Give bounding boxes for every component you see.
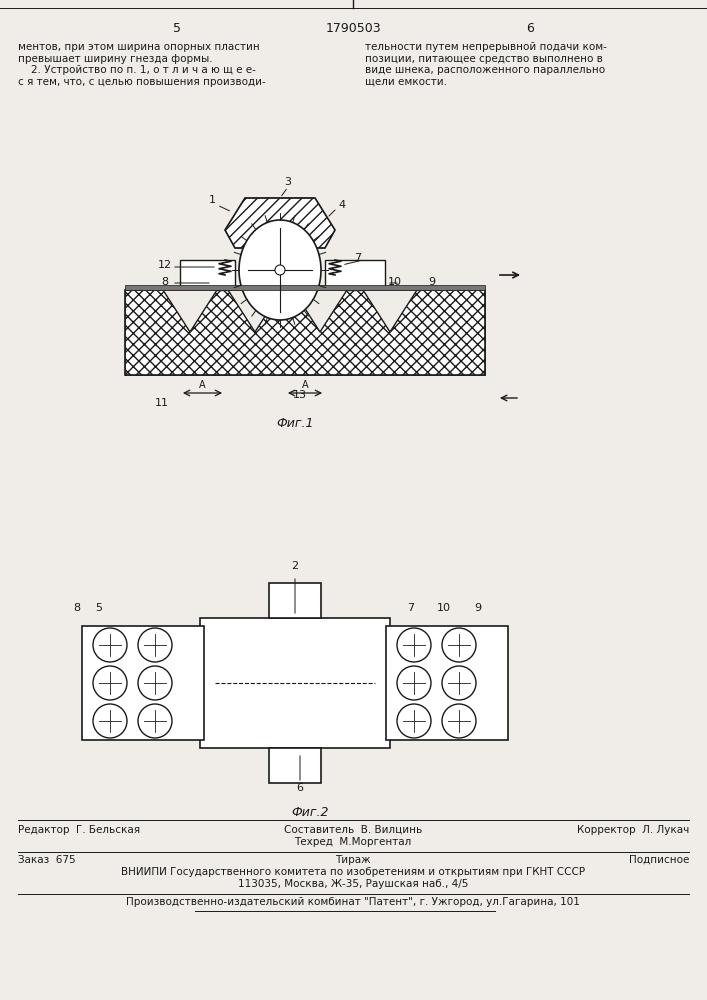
Circle shape — [442, 666, 476, 700]
Circle shape — [138, 704, 172, 738]
Text: 9: 9 — [474, 603, 481, 613]
Text: 1790503: 1790503 — [325, 22, 381, 35]
Circle shape — [397, 628, 431, 662]
Text: Составитель  В. Вилцинь: Составитель В. Вилцинь — [284, 825, 422, 835]
Bar — [269, 748, 321, 783]
Circle shape — [138, 666, 172, 700]
Ellipse shape — [239, 220, 321, 320]
Text: 2: 2 — [291, 561, 298, 571]
Text: 6: 6 — [296, 783, 303, 793]
Text: 8: 8 — [74, 603, 81, 613]
Bar — [386, 626, 508, 740]
Text: 3: 3 — [284, 177, 291, 187]
Polygon shape — [228, 290, 282, 332]
Text: 113035, Москва, Ж-35, Раушская наб., 4/5: 113035, Москва, Ж-35, Раушская наб., 4/5 — [238, 879, 468, 889]
Bar — [82, 626, 204, 740]
Bar — [269, 583, 321, 618]
Circle shape — [93, 704, 127, 738]
Text: Подписное: Подписное — [629, 855, 689, 865]
Circle shape — [138, 628, 172, 662]
Text: ВНИИПИ Государственного комитета по изобретениям и открытиям при ГКНТ СССР: ВНИИПИ Государственного комитета по изоб… — [121, 867, 585, 877]
Text: 10: 10 — [437, 603, 451, 613]
Text: ментов, при этом ширина опорных пластин
превышает ширину гнезда формы.
    2. Ус: ментов, при этом ширина опорных пластин … — [18, 42, 266, 87]
Text: 4: 4 — [339, 200, 346, 210]
Circle shape — [397, 704, 431, 738]
Text: тельности путем непрерывной подачи ком-
позиции, питающее средство выполнено в
в: тельности путем непрерывной подачи ком- … — [365, 42, 607, 87]
Text: Корректор  Л. Лукач: Корректор Л. Лукач — [577, 825, 689, 835]
Text: 10: 10 — [388, 277, 402, 287]
Circle shape — [93, 628, 127, 662]
Polygon shape — [225, 198, 335, 248]
Text: Производственно-издательский комбинат "Патент", г. Ужгород, ул.Гагарина, 101: Производственно-издательский комбинат "П… — [126, 897, 580, 907]
Circle shape — [442, 704, 476, 738]
Circle shape — [442, 628, 476, 662]
Text: 7: 7 — [407, 603, 414, 613]
Polygon shape — [363, 290, 417, 332]
Text: 5: 5 — [173, 22, 181, 35]
Circle shape — [275, 265, 285, 275]
Polygon shape — [293, 290, 347, 332]
Text: 13: 13 — [293, 390, 307, 400]
Text: А: А — [302, 380, 308, 390]
Text: 11: 11 — [155, 398, 169, 408]
Polygon shape — [163, 290, 217, 332]
Text: 1: 1 — [209, 195, 216, 205]
Text: 6: 6 — [526, 22, 534, 35]
Text: Техред  М.Моргентал: Техред М.Моргентал — [294, 837, 411, 847]
Text: 8: 8 — [161, 277, 168, 287]
Text: Фиг.2: Фиг.2 — [291, 806, 329, 819]
Text: Редактор  Г. Бельская: Редактор Г. Бельская — [18, 825, 140, 835]
Text: Заказ  675: Заказ 675 — [18, 855, 76, 865]
Circle shape — [93, 666, 127, 700]
Circle shape — [397, 666, 431, 700]
Polygon shape — [125, 290, 485, 375]
Text: А: А — [199, 380, 205, 390]
Bar — [200, 618, 390, 748]
Text: 5: 5 — [95, 603, 103, 613]
Polygon shape — [325, 260, 385, 290]
Text: 9: 9 — [428, 277, 436, 287]
Text: Тираж: Тираж — [335, 855, 370, 865]
Text: 7: 7 — [354, 253, 361, 263]
Polygon shape — [180, 260, 235, 290]
Polygon shape — [125, 285, 485, 290]
Text: 12: 12 — [158, 260, 172, 270]
Text: Фиг.1: Фиг.1 — [276, 417, 314, 430]
